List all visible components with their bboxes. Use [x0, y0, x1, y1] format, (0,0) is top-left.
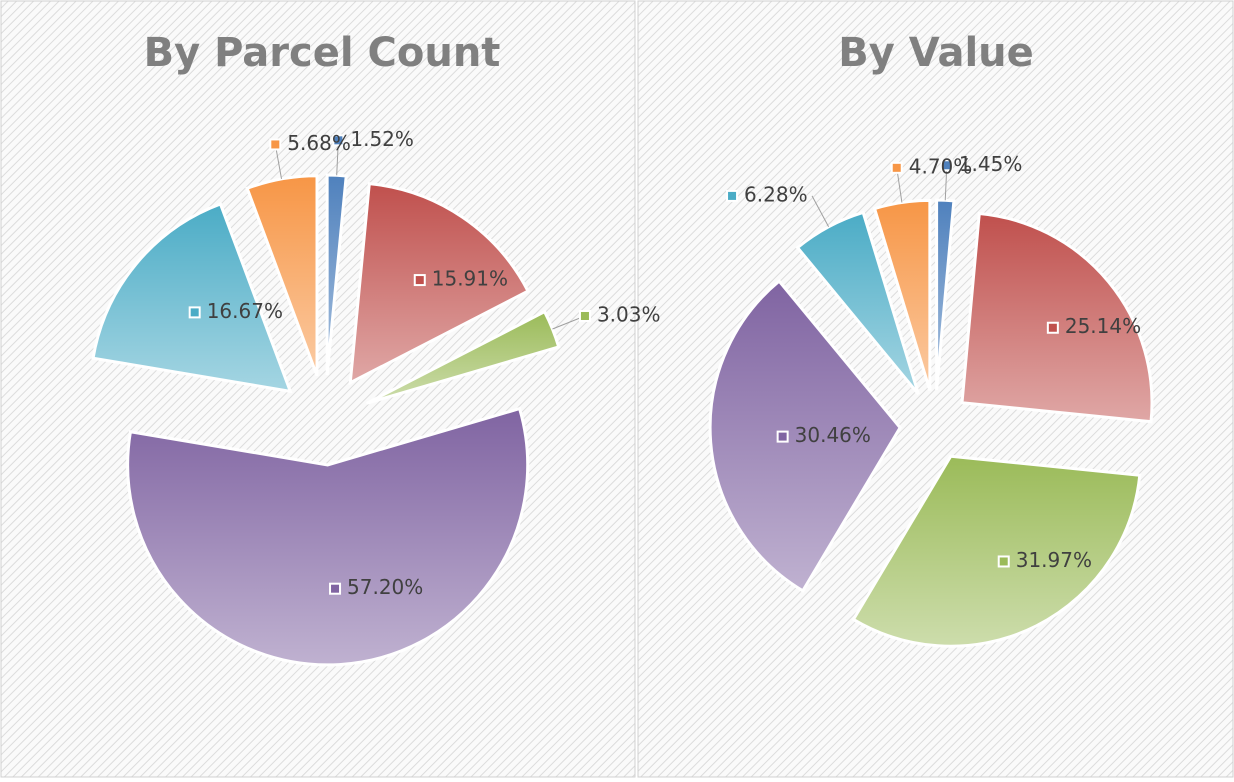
slice-shade: [853, 456, 1140, 647]
data-label: 3.03%: [597, 302, 661, 326]
data-label: 4.70%: [909, 154, 973, 178]
slice-shade: [93, 203, 291, 392]
chart-title: By Parcel Count: [144, 30, 501, 76]
data-label: 1.45%: [959, 152, 1023, 176]
label-marker: [578, 309, 591, 322]
label-marker: [776, 430, 789, 443]
slice-shade: [936, 200, 954, 391]
label-marker: [329, 582, 342, 595]
data-label: 15.91%: [432, 267, 508, 291]
leader-line: [811, 195, 830, 227]
slice-shade: [710, 281, 901, 591]
slice-shade: [797, 212, 919, 395]
data-label: 16.67%: [207, 299, 283, 323]
data-label: 30.46%: [795, 423, 871, 447]
label-marker: [997, 555, 1010, 568]
slice-shade: [247, 175, 318, 376]
data-label: 31.97%: [1016, 548, 1092, 572]
label-marker: [413, 274, 426, 287]
data-label: 5.68%: [287, 131, 351, 155]
label-marker: [332, 134, 345, 147]
label-marker: [1046, 321, 1059, 334]
chart-title: By Value: [838, 30, 1034, 76]
slice-shade: [327, 175, 347, 376]
label-marker: [188, 306, 201, 319]
label-marker: [890, 161, 903, 174]
data-label: 57.20%: [347, 575, 423, 599]
slice-shade: [350, 183, 529, 383]
label-marker: [940, 159, 953, 172]
slice-shade: [127, 408, 528, 665]
slice-shade: [366, 311, 559, 404]
data-label: 1.52%: [350, 127, 414, 151]
data-label: 6.28%: [744, 182, 808, 206]
label-marker: [269, 138, 282, 151]
label-marker: [726, 189, 739, 202]
data-label: 25.14%: [1065, 314, 1141, 338]
slice-shade: [961, 213, 1152, 422]
slice-shade: [874, 200, 930, 391]
